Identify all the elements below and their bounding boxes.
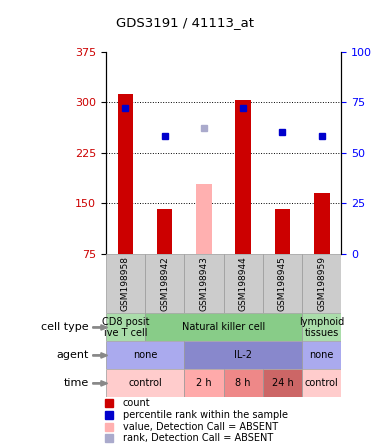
Text: none: none bbox=[133, 350, 157, 361]
Bar bbox=[118, 94, 133, 254]
Bar bbox=[184, 254, 223, 313]
Bar bbox=[145, 254, 184, 313]
Bar bbox=[223, 254, 263, 313]
Text: control: control bbox=[305, 378, 339, 388]
Bar bbox=[106, 313, 145, 341]
Text: 24 h: 24 h bbox=[272, 378, 293, 388]
Bar bbox=[302, 313, 341, 341]
Bar bbox=[263, 254, 302, 313]
Bar bbox=[157, 209, 173, 254]
Bar bbox=[314, 193, 329, 254]
Text: 8 h: 8 h bbox=[236, 378, 251, 388]
Text: CD8 posit
ive T cell: CD8 posit ive T cell bbox=[102, 317, 149, 338]
Text: cell type: cell type bbox=[42, 322, 89, 333]
Bar bbox=[184, 369, 223, 397]
Bar bbox=[302, 369, 341, 397]
Text: control: control bbox=[128, 378, 162, 388]
Bar bbox=[302, 254, 341, 313]
Text: agent: agent bbox=[57, 350, 89, 361]
Bar bbox=[106, 369, 184, 397]
Text: time: time bbox=[64, 378, 89, 388]
Bar bbox=[106, 254, 145, 313]
Bar bbox=[223, 369, 263, 397]
Bar bbox=[235, 100, 251, 254]
Text: lymphoid
tissues: lymphoid tissues bbox=[299, 317, 344, 338]
Text: GSM198943: GSM198943 bbox=[199, 256, 209, 311]
Text: IL-2: IL-2 bbox=[234, 350, 252, 361]
Bar bbox=[263, 369, 302, 397]
Text: GSM198945: GSM198945 bbox=[278, 256, 287, 311]
Text: 2 h: 2 h bbox=[196, 378, 212, 388]
Text: percentile rank within the sample: percentile rank within the sample bbox=[123, 410, 288, 420]
Text: GSM198958: GSM198958 bbox=[121, 256, 130, 311]
Text: count: count bbox=[123, 398, 151, 408]
Text: GSM198944: GSM198944 bbox=[239, 256, 248, 311]
Text: Natural killer cell: Natural killer cell bbox=[182, 322, 265, 333]
Bar bbox=[275, 209, 290, 254]
Bar bbox=[302, 341, 341, 369]
Text: value, Detection Call = ABSENT: value, Detection Call = ABSENT bbox=[123, 421, 278, 432]
Bar bbox=[184, 341, 302, 369]
Text: rank, Detection Call = ABSENT: rank, Detection Call = ABSENT bbox=[123, 433, 273, 443]
Text: GSM198942: GSM198942 bbox=[160, 256, 169, 311]
Bar bbox=[145, 313, 302, 341]
Text: GSM198959: GSM198959 bbox=[317, 256, 326, 311]
Text: none: none bbox=[309, 350, 334, 361]
Bar bbox=[106, 341, 184, 369]
Text: GDS3191 / 41113_at: GDS3191 / 41113_at bbox=[116, 16, 255, 28]
Bar bbox=[196, 184, 212, 254]
